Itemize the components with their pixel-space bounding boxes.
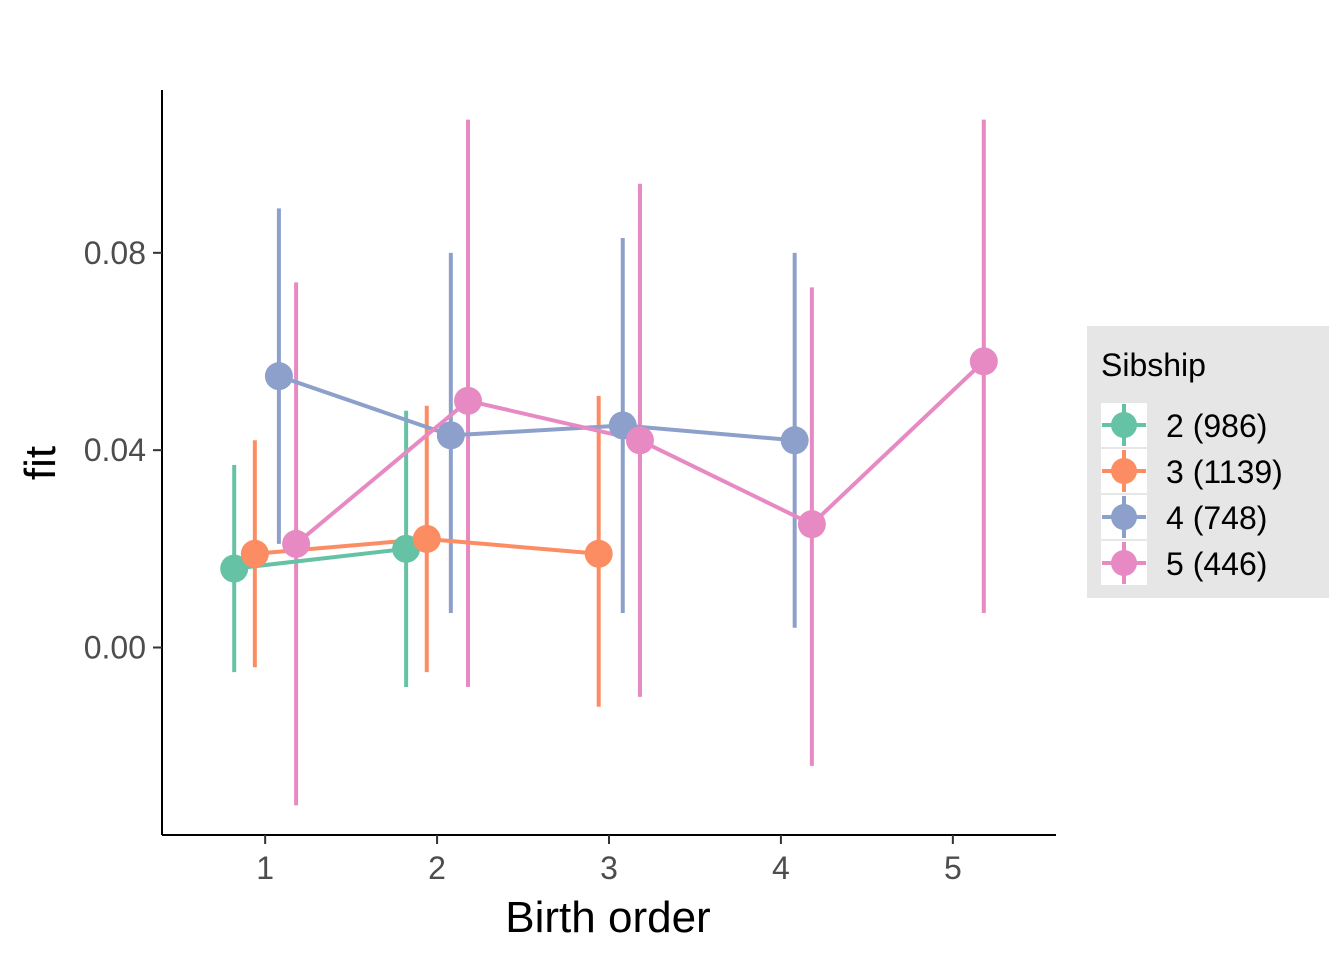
y-tick-label: 0.08	[84, 235, 146, 271]
data-point	[436, 421, 465, 450]
data-point	[797, 510, 826, 539]
legend-entry: 2 (986)	[1101, 403, 1267, 447]
data-point	[584, 539, 613, 568]
data-point	[220, 554, 249, 583]
y-axis-title: fit	[16, 446, 65, 480]
axes: 1 2 3 4 5 0.00 0.04 0.08	[84, 90, 1056, 886]
legend-label: 2 (986)	[1166, 408, 1267, 444]
data-point	[969, 347, 998, 376]
y-tick-label: 0.00	[84, 630, 146, 666]
data-point	[412, 524, 441, 553]
x-tick-label: 3	[600, 850, 618, 886]
legend: Sibship 2 (986) 3 (1139) 4 (748) 5 (446)	[1087, 326, 1329, 598]
series-line	[233, 546, 407, 571]
legend-key-point	[1111, 550, 1137, 576]
data-point	[625, 426, 654, 455]
plot-area	[220, 119, 998, 806]
legend-label: 3 (1139)	[1166, 454, 1283, 490]
series-line	[278, 374, 795, 443]
legend-entry: 5 (446)	[1101, 541, 1267, 585]
data-points	[220, 347, 998, 583]
legend-key-point	[1111, 458, 1137, 484]
legend-entries: 2 (986) 3 (1139) 4 (748) 5 (446)	[1101, 403, 1283, 585]
legend-entry: 4 (748)	[1101, 495, 1267, 539]
x-tick-label: 4	[772, 850, 790, 886]
x-tick-label: 2	[428, 850, 446, 886]
data-point	[282, 529, 311, 558]
x-axis-title: Birth order	[505, 893, 710, 942]
legend-label: 4 (748)	[1166, 500, 1267, 536]
legend-key-point	[1111, 504, 1137, 530]
error-bars	[232, 119, 986, 806]
legend-title: Sibship	[1101, 347, 1206, 383]
data-point	[240, 539, 269, 568]
data-point	[454, 386, 483, 415]
legend-label: 5 (446)	[1166, 546, 1267, 582]
data-point	[264, 362, 293, 391]
legend-key-point	[1111, 412, 1137, 438]
y-axis-ticks: 0.00 0.04 0.08	[84, 235, 162, 666]
data-point	[780, 426, 809, 455]
y-tick-label: 0.04	[84, 432, 146, 468]
x-axis-ticks: 1 2 3 4 5	[256, 835, 962, 886]
series-lines	[233, 359, 986, 571]
x-tick-label: 1	[256, 850, 274, 886]
x-tick-label: 5	[944, 850, 962, 886]
legend-entry: 3 (1139)	[1101, 449, 1283, 493]
